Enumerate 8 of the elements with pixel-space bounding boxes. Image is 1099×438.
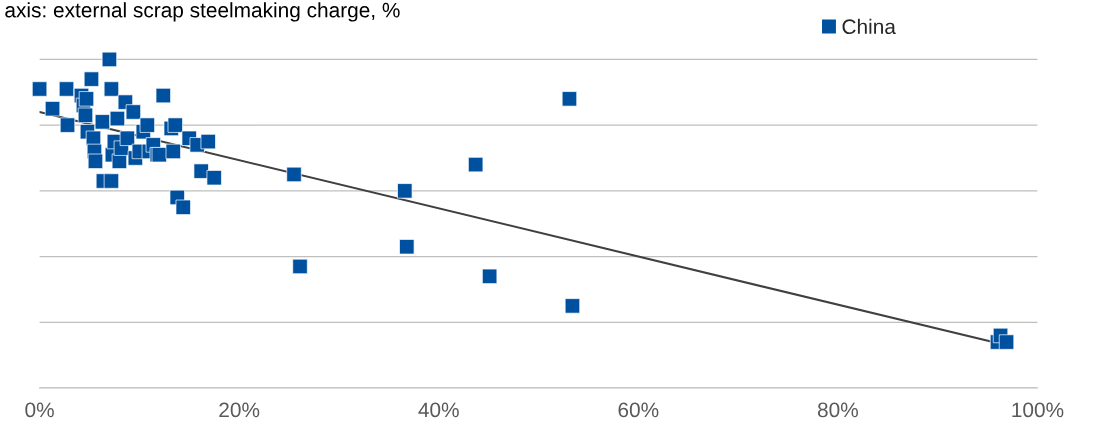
- x-tick-label: 60%: [618, 402, 659, 418]
- x-tick-label: 100%: [1012, 402, 1064, 418]
- x-tick-label: 0%: [25, 402, 54, 418]
- x-tick-label: 40%: [418, 402, 459, 418]
- x-tick-label: 80%: [817, 402, 858, 418]
- legend-label: China: [842, 18, 896, 35]
- x-tick-label: 20%: [219, 402, 260, 418]
- text: axis: external scrap steelmaking charge, %: [5, 2, 400, 22]
